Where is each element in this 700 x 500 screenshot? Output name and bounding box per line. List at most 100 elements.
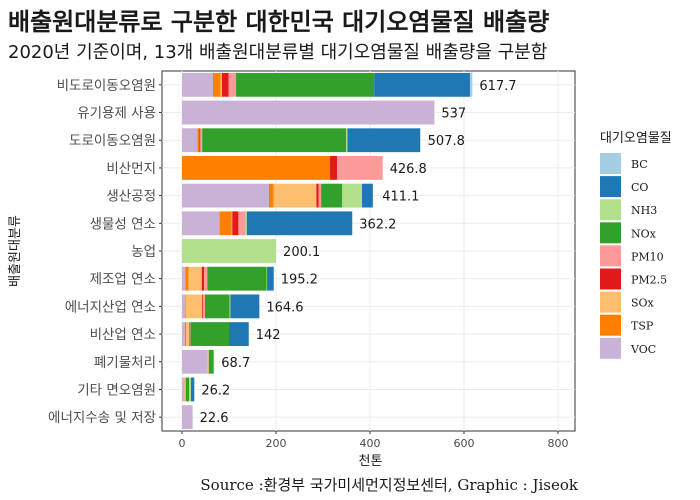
bar-segment-pm10 [204,266,208,291]
bar-segment-co [267,266,274,291]
total-label: 537 [441,107,466,122]
total-label: 26.2 [201,383,230,398]
bar-segment-bc [469,72,473,97]
legend-swatch [600,314,621,336]
bar-segment-pm10 [318,183,322,208]
legend-label: CO [631,181,648,194]
x-tick-label: 200 [266,437,287,450]
total-label: 426.8 [390,162,427,177]
legend-label: SOx [631,297,655,310]
bar-segment-nox [236,72,375,97]
bar-segment-voc [182,294,185,319]
category-label: 폐기물처리 [94,355,156,371]
legend-label: NOx [631,227,657,240]
bar-segment-nox [190,322,229,346]
bar-segment-tsp [268,183,274,208]
x-tick-label: 0 [179,437,186,450]
total-label: 68.7 [221,356,250,371]
total-label: 200.1 [283,245,320,260]
bar-segment-tsp [182,156,331,180]
bar-segment-pm25 [201,266,205,291]
category-label: 비도로이동오염원 [57,78,156,94]
legend-swatch [600,199,621,221]
x-tick-label: 400 [360,437,381,450]
legend-label: VOC [630,343,656,356]
bar-segment-pm25 [330,156,338,180]
category-label: 비산먼지 [106,161,156,177]
bar-segment-pm25 [199,128,201,153]
chart-caption: Source :환경부 국가미세먼지정보센터, Graphic : Jiseok [200,476,578,494]
chart-subtitle: 2020년 기준이며, 13개 배출원대분류별 대기오염물질 배출량을 구분함 [8,42,548,63]
x-tick-label: 600 [454,437,475,450]
legend-swatch [600,153,621,174]
total-label: 195.2 [281,273,318,288]
total-label: 142 [256,328,281,343]
legend-label: BC [631,158,648,171]
total-label: 22.6 [200,411,229,426]
y-axis-title: 배출원대분류 [8,215,23,287]
legend-swatch [600,176,621,198]
bar-segment-voc [182,266,186,291]
category-label: 기타 면오염원 [77,382,156,398]
bar-segment-co [190,377,195,402]
bar-segment-pm25 [316,183,319,208]
bar-segment-pm10 [238,211,246,236]
bar-segment-tsp [185,266,189,291]
bar-segment-voc [182,183,269,208]
category-label: 에너지수송 및 저장 [48,410,156,426]
x-axis-title: 천톤 [359,454,383,469]
bar-segment-voc [182,128,198,153]
bar-segment-voc [182,211,220,236]
bar-segment-tsp [219,211,232,236]
bar-segment-nox [185,377,190,402]
bar-segment-voc [182,377,185,402]
total-label: 164.6 [266,300,303,315]
category-label: 도로이동오염원 [69,133,156,149]
bar-segment-tsp [213,72,221,97]
bar-segment-nh3 [245,211,247,236]
total-label: 507.8 [428,134,465,149]
legend-swatch [600,268,621,290]
legend-label: PM10 [631,250,664,263]
bar-segment-voc [182,322,185,346]
bar-segment-sox [188,266,202,291]
bar-segment-pm25 [221,72,229,97]
bar-segment-nox [205,294,230,319]
bar-segment-pm10 [337,156,383,180]
total-label: 617.7 [479,79,516,94]
category-label: 생산공정 [106,189,156,205]
bar-segment-voc [182,72,214,97]
category-label: 생물성 연소 [90,216,156,232]
bar-segment-nox [321,183,343,208]
bar-segment-nox [207,266,267,291]
bar-segment-tsp [197,128,200,153]
bar-segment-sox [185,294,203,319]
bar-segment-pm10 [200,128,203,153]
bar-segment-co [246,211,353,236]
bar-segment-nh3 [182,239,277,263]
chart-title: 배출원대분류로 구분한 대한민국 대기오염물질 배출량 [8,8,550,36]
legend-swatch [600,222,621,244]
legend-swatch [600,337,621,359]
bar-segment-nox [202,128,347,153]
bar-segment-tsp [184,294,186,319]
bar-segment-voc [182,100,435,125]
legend-swatch [600,245,621,267]
bar-segment-nh3 [346,128,348,153]
bar-segment-sox [273,183,317,208]
legend-label: TSP [631,320,654,333]
bar-segment-nh3 [189,377,191,402]
bar-segment-co [362,183,373,208]
legend-swatch [600,291,621,313]
category-label: 농업 [131,244,156,260]
legend-label: NH3 [631,204,657,217]
bar-segment-pm10 [228,72,237,97]
bar-segment-nh3 [213,349,215,374]
bar-segment-nh3 [229,294,231,319]
bar-segment-co [230,294,260,319]
bar-segment-co [229,322,249,346]
total-label: 362.2 [359,217,396,232]
category-label: 비산업 연소 [90,327,156,343]
bar-segment-sox [186,322,190,346]
bar-segment-nh3 [342,183,363,208]
